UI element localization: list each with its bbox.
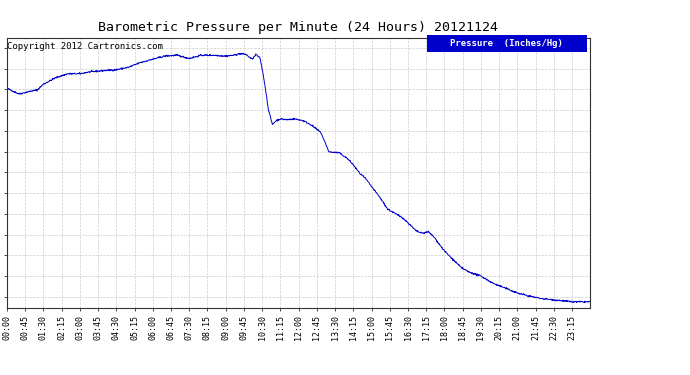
Title: Barometric Pressure per Minute (24 Hours) 20121124: Barometric Pressure per Minute (24 Hours… [99, 21, 498, 34]
Text: Copyright 2012 Cartronics.com: Copyright 2012 Cartronics.com [8, 42, 164, 51]
